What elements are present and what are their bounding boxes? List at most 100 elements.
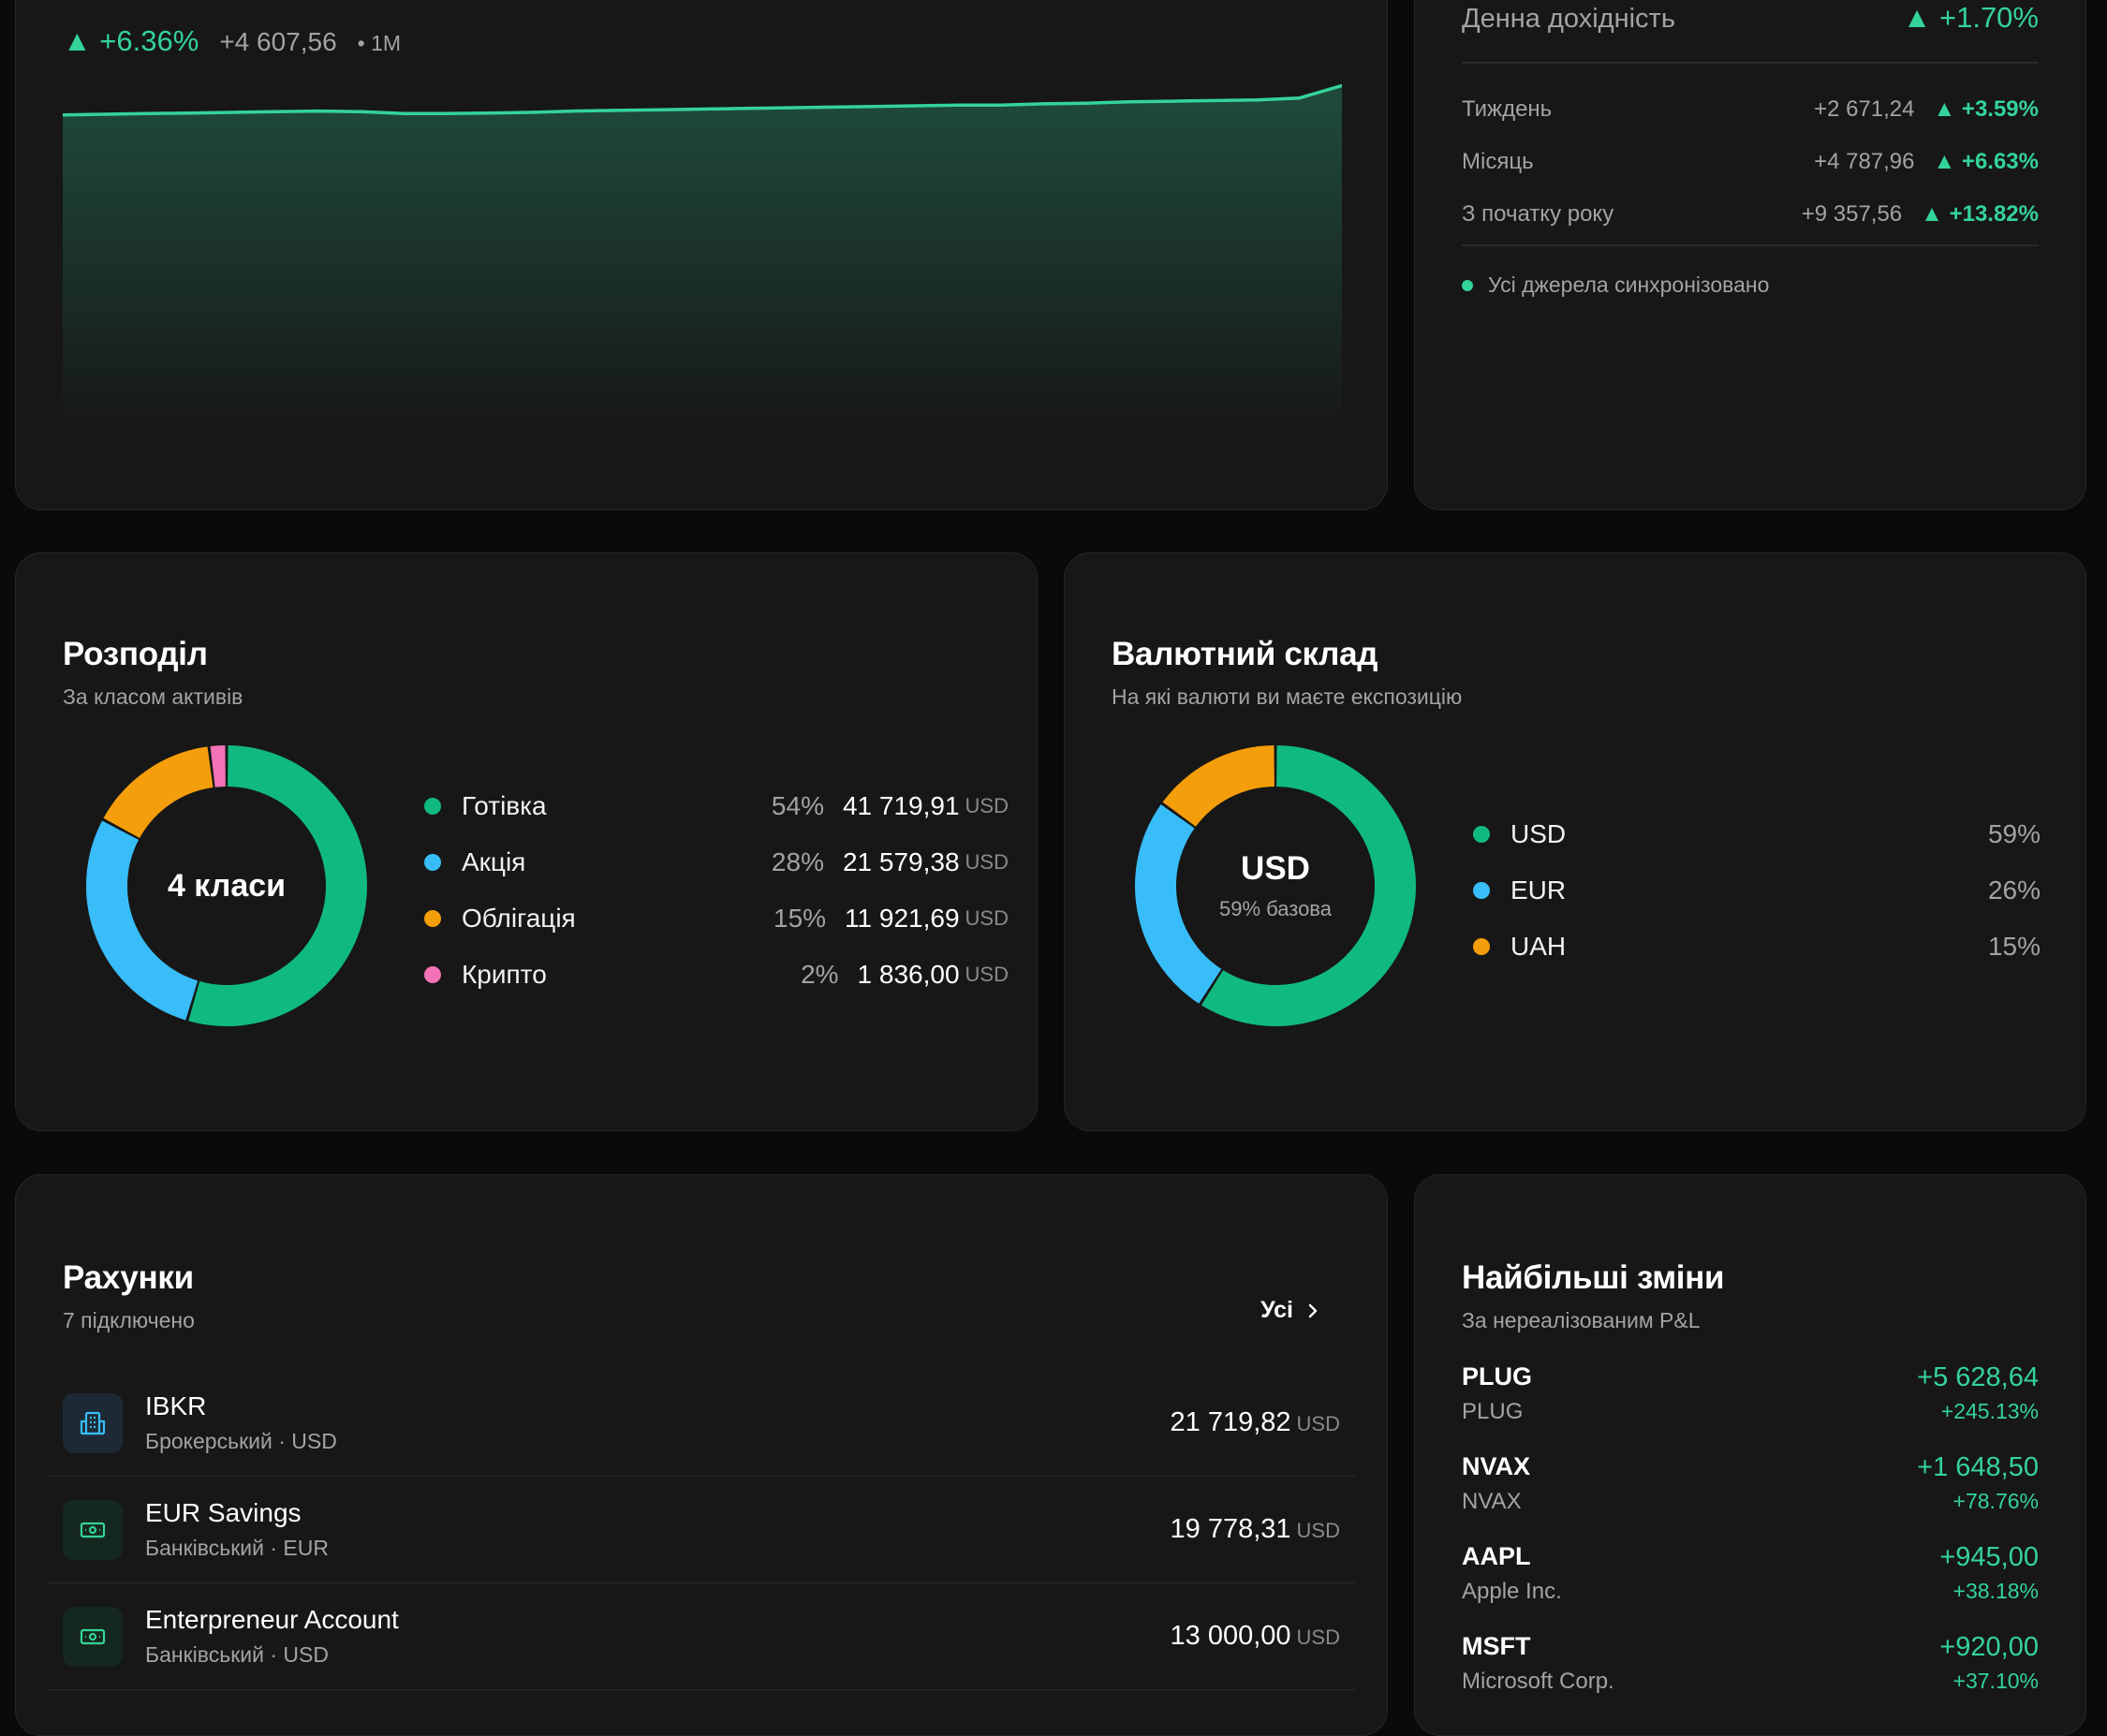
- legend-item-uah[interactable]: UAH 15%: [1473, 919, 2041, 975]
- account-currency: USD: [1296, 1412, 1340, 1435]
- return-label: Місяць: [1462, 149, 1534, 174]
- currency-slice-2[interactable]: [1162, 745, 1275, 828]
- mover-value: +945,00: [1939, 1542, 2039, 1572]
- allocation-center-label: 4 класи: [167, 867, 287, 904]
- legend-pct: 15%: [774, 904, 827, 933]
- mover-row-plug[interactable]: PLUG PLUG +5 628,64 +245.13%: [1462, 1362, 2039, 1452]
- sync-status-dot-icon: [1462, 279, 1473, 291]
- allocation-subtitle: За класом активів: [63, 684, 243, 709]
- legend-item-stocks[interactable]: Акція 28% 21 579,38 USD: [424, 834, 1009, 890]
- legend-amount: 41 719,91: [842, 791, 960, 820]
- mover-value: +1 648,50: [1917, 1452, 2039, 1482]
- performance-area-chart[interactable]: [63, 57, 1342, 432]
- legend-currency: USD: [965, 794, 1009, 817]
- legend-name: UAH: [1510, 932, 1567, 961]
- currency-slice-1[interactable]: [1135, 804, 1222, 1004]
- return-abs: +9 357,56: [1801, 201, 1903, 227]
- mover-value: +920,00: [1939, 1632, 2039, 1662]
- mover-value: +5 628,64: [1917, 1362, 2039, 1392]
- account-name: EUR Savings: [145, 1498, 302, 1527]
- legend-dot-icon: [424, 910, 441, 927]
- account-type: Банківський · EUR: [145, 1536, 329, 1560]
- return-row-month: Місяць +4 787,96 ▲ +6.63%: [1462, 136, 2039, 188]
- accounts-card: Рахунки 7 підключено Усі IBKR Брокерськи…: [15, 1174, 1388, 1736]
- legend-name: EUR: [1510, 875, 1567, 905]
- account-balance: 13 000,00: [1170, 1621, 1291, 1651]
- legend-pct: 28%: [771, 847, 824, 876]
- legend-dot-icon: [1473, 938, 1490, 955]
- building-icon: [63, 1392, 123, 1453]
- mover-name: PLUG: [1462, 1399, 1524, 1424]
- all-accounts-link[interactable]: Усі: [1260, 1297, 1319, 1324]
- account-row-ibkr[interactable]: IBKR Брокерський · USD 21 719,82 USD: [48, 1370, 1355, 1477]
- banknote-icon: [63, 1606, 123, 1667]
- return-label: Тиждень: [1462, 96, 1553, 122]
- legend-dot-icon: [424, 798, 441, 815]
- currency-donut-chart[interactable]: [1130, 741, 1421, 1031]
- legend-item-eur[interactable]: EUR 26%: [1473, 862, 2041, 919]
- sync-status-text: Усі джерела синхронізовано: [1488, 272, 1770, 297]
- legend-name: USD: [1510, 819, 1567, 848]
- legend-item-cash[interactable]: Готівка 54% 41 719,91 USD: [424, 778, 1009, 834]
- allocation-title: Розподіл: [63, 636, 208, 672]
- currency-card: Валютний склад На які валюти ви маєте ек…: [1064, 552, 2086, 1131]
- return-pct: ▲ +3.59%: [1933, 96, 2040, 122]
- performance-area-fill: [63, 85, 1342, 432]
- return-row-ytd: З початку року +9 357,56 ▲ +13.82%: [1462, 188, 2039, 241]
- currency-center-code: USD: [1241, 850, 1310, 887]
- mover-ticker: PLUG: [1462, 1362, 1533, 1390]
- mover-row-msft[interactable]: MSFT Microsoft Corp. +920,00 +37.10%: [1462, 1632, 2039, 1722]
- daily-return-label: Денна дохідність: [1462, 4, 1675, 34]
- returns-card: Денна дохідність ▲ +1.70% Тиждень +2 671…: [1414, 0, 2086, 510]
- return-pct: ▲ +6.63%: [1933, 149, 2040, 174]
- legend-item-crypto[interactable]: Крипто 2% 1 836,00 USD: [424, 947, 1009, 1003]
- currency-subtitle: На які валюти ви маєте експозицію: [1112, 684, 1463, 709]
- chevron-right-icon: [1308, 1303, 1318, 1317]
- allocation-donut-chart[interactable]: [81, 741, 372, 1031]
- legend-currency: USD: [965, 963, 1009, 986]
- mover-name: Microsoft Corp.: [1462, 1669, 1614, 1694]
- daily-return-value: ▲ +1.70%: [1902, 1, 2039, 34]
- legend-name: Крипто: [462, 960, 547, 989]
- return-pct: ▲ +13.82%: [1921, 201, 2039, 227]
- currency-legend: USD 59% EUR 26% UAH 15%: [1473, 806, 2041, 975]
- allocation-slice-1[interactable]: [86, 820, 199, 1021]
- performance-line: [63, 83, 1342, 117]
- legend-dot-icon: [1473, 826, 1490, 843]
- mover-pct: +38.18%: [1952, 1579, 2039, 1603]
- banknote-icon: [63, 1499, 123, 1560]
- sync-status: Усі джерела синхронізовано: [1462, 272, 1769, 298]
- account-type: Банківський · USD: [145, 1642, 329, 1667]
- account-row-eur-savings[interactable]: EUR Savings Банківський · EUR 19 778,31 U…: [48, 1477, 1355, 1583]
- legend-dot-icon: [424, 854, 441, 871]
- legend-item-bonds[interactable]: Облігація 15% 11 921,69 USD: [424, 890, 1009, 947]
- currency-center: USD 59% базова: [1130, 741, 1421, 1031]
- movers-list: PLUG PLUG +5 628,64 +245.13% NVAX NVAX +1 6…: [1462, 1362, 2039, 1722]
- mover-row-aapl[interactable]: AAPL Apple Inc. +945,00 +38.18%: [1462, 1542, 2039, 1632]
- legend-name: Готівка: [462, 791, 547, 820]
- allocation-slice-3[interactable]: [210, 745, 227, 787]
- currency-slice-0[interactable]: [1201, 745, 1416, 1026]
- account-row-entrepreneur[interactable]: Enterpreneur Account Банківський · USD 1…: [48, 1583, 1355, 1690]
- account-name: IBKR: [145, 1391, 207, 1420]
- currency-center-share: 59% базова: [1219, 897, 1332, 920]
- accounts-subtitle: 7 підключено: [63, 1308, 195, 1332]
- return-row-week: Тиждень +2 671,24 ▲ +3.59%: [1462, 83, 2039, 136]
- legend-item-usd[interactable]: USD 59%: [1473, 806, 2041, 862]
- legend-pct: 59%: [1987, 819, 2041, 848]
- account-balance: 21 719,82: [1170, 1407, 1291, 1437]
- account-type: Брокерський · USD: [145, 1429, 337, 1453]
- mover-name: Apple Inc.: [1462, 1579, 1562, 1604]
- legend-amount: 21 579,38: [842, 847, 960, 876]
- legend-pct: 26%: [1987, 875, 2041, 905]
- accounts-list: IBKR Брокерський · USD 21 719,82 USD EUR …: [48, 1370, 1355, 1690]
- mover-ticker: AAPL: [1462, 1542, 1531, 1570]
- mover-row-nvax[interactable]: NVAX NVAX +1 648,50 +78.76%: [1462, 1452, 2039, 1542]
- legend-pct: 15%: [1987, 932, 2041, 961]
- legend-amount: 1 836,00: [857, 960, 960, 989]
- legend-currency: USD: [965, 850, 1009, 874]
- legend-amount: 11 921,69: [845, 904, 960, 933]
- allocation-slice-2[interactable]: [103, 746, 214, 839]
- account-balance: 19 778,31: [1170, 1514, 1291, 1544]
- allocation-slice-0[interactable]: [188, 745, 367, 1026]
